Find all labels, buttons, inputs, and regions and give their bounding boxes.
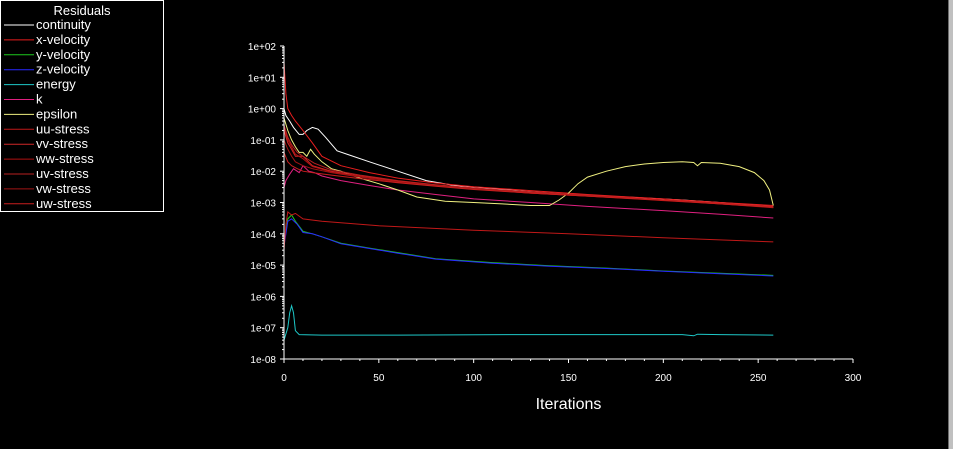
axes: 1e+02 1e+01 1e+00 1e-01 1e-02 1e-03 1e-04 1e-05…	[248, 42, 862, 413]
series-energy	[283, 303, 774, 341]
legend: Residualscontinuityx-velocityy-velocityz…	[0, 0, 164, 212]
legend-label-x-velocity: x-velocity	[36, 32, 91, 47]
legend-label-vv-stress: vv-stress	[36, 136, 89, 151]
y-tick-label: 1e-06	[250, 292, 276, 303]
x-tick-label: 300	[845, 373, 862, 384]
legend-label-uu-stress: uu-stress	[36, 121, 90, 136]
legend-label-energy: energy	[36, 77, 76, 92]
series-uu-stress	[283, 210, 774, 251]
legend-label-k: k	[36, 92, 43, 107]
x-tick-label: 250	[750, 373, 767, 384]
legend-label-continuity: continuity	[36, 17, 91, 32]
legend-title: Residuals	[53, 3, 111, 18]
series-epsilon	[283, 117, 774, 206]
legend-label-uw-stress: uw-stress	[36, 196, 92, 211]
y-tick-label: 1e+01	[248, 73, 277, 84]
x-tick-label: 50	[373, 373, 385, 384]
x-tick-label: 100	[465, 373, 482, 384]
x-tick-label: 150	[560, 373, 577, 384]
legend-label-y-velocity: y-velocity	[36, 47, 91, 62]
series-vv-stress	[283, 130, 774, 207]
legend-box	[0, 0, 164, 212]
y-tick-label: 1e-04	[250, 230, 276, 241]
window-edge-shadow	[948, 0, 949, 449]
y-tick-label: 1e+00	[248, 105, 277, 116]
legend-label-z-velocity: z-velocity	[36, 62, 91, 77]
series-x-velocity	[283, 62, 774, 206]
series-z-velocity	[283, 218, 774, 277]
y-tick-label: 1e+02	[248, 42, 277, 53]
series-uv-stress	[283, 124, 774, 208]
x-tick-label: 0	[281, 373, 287, 384]
x-axis-label: Iterations	[536, 396, 602, 413]
y-tick-label: 1e-03	[250, 199, 276, 210]
legend-label-epsilon: epsilon	[36, 106, 77, 121]
y-tick-label: 1e-01	[250, 136, 276, 147]
series-ww-stress	[283, 127, 774, 208]
series-vw-stress	[283, 139, 774, 209]
legend-label-uv-stress: uv-stress	[36, 166, 89, 181]
series-uw-stress	[283, 152, 774, 208]
y-tick-label: 1e-02	[250, 167, 276, 178]
series-k	[283, 164, 774, 219]
legend-label-vw-stress: vw-stress	[36, 181, 91, 196]
window-edge	[949, 0, 953, 449]
y-tick-label: 1e-07	[250, 324, 276, 335]
plot-area	[283, 62, 774, 341]
y-tick-label: 1e-08	[250, 355, 276, 366]
legend-label-ww-stress: ww-stress	[35, 151, 94, 166]
y-tick-label: 1e-05	[250, 261, 276, 272]
x-tick-label: 200	[655, 373, 672, 384]
